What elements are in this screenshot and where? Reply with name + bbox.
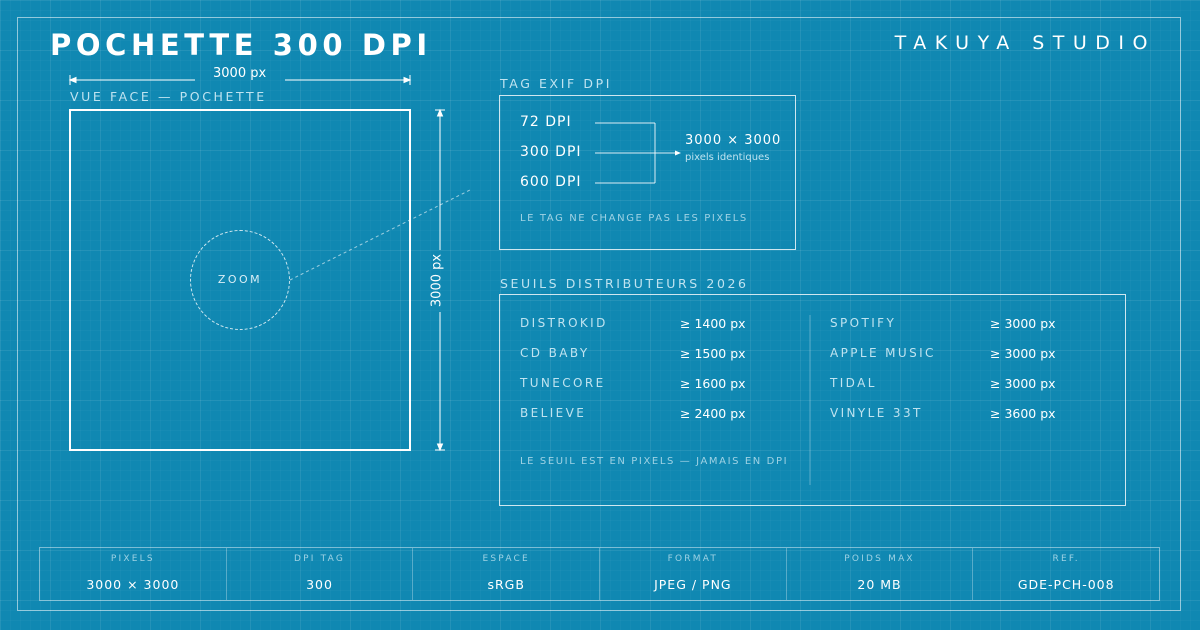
cover-width-label: 3000 px bbox=[213, 66, 267, 81]
spec-bar: PIXELS 3000 × 3000 DPI TAG 300 ESPACE sR… bbox=[39, 547, 1160, 601]
exif-bracket bbox=[595, 122, 675, 184]
distributor-name: BELIEVE bbox=[520, 406, 587, 420]
distributor-threshold: ≥ 1400 px bbox=[680, 316, 746, 331]
dpi-option-300: 300 DPI bbox=[520, 144, 582, 160]
width-dimension-line bbox=[68, 75, 412, 85]
spec-cell-ref: REF. GDE-PCH-008 bbox=[973, 548, 1159, 600]
distributor-name: SPOTIFY bbox=[830, 316, 897, 330]
zoom-label: ZOOM bbox=[217, 273, 263, 286]
cover-square bbox=[69, 109, 411, 451]
distributor-threshold: ≥ 3600 px bbox=[990, 406, 1056, 421]
spec-label: DPI TAG bbox=[293, 554, 346, 564]
distributor-threshold: ≥ 2400 px bbox=[680, 406, 746, 421]
spec-cell-dpi-tag: DPI TAG 300 bbox=[227, 548, 414, 600]
distributor-name: TIDAL bbox=[830, 376, 877, 390]
spec-cell-space: ESPACE sRGB bbox=[413, 548, 601, 600]
spec-label: PIXELS bbox=[110, 554, 155, 564]
spec-value: GDE-PCH-008 bbox=[1017, 577, 1115, 592]
distributor-name: TUNECORE bbox=[520, 376, 606, 390]
spec-cell-pixels: PIXELS 3000 × 3000 bbox=[40, 548, 227, 600]
dpi-option-72: 72 DPI bbox=[520, 114, 572, 130]
outer-frame bbox=[17, 17, 1181, 611]
exif-heading: TAG EXIF DPI bbox=[500, 76, 613, 91]
spec-cell-max-weight: POIDS MAX 20 MB bbox=[787, 548, 974, 600]
spec-label: FORMAT bbox=[667, 554, 719, 564]
exif-result-main: 3000 × 3000 bbox=[685, 133, 782, 148]
height-dimension-line bbox=[435, 108, 445, 452]
spec-label: POIDS MAX bbox=[844, 554, 915, 564]
spec-value: 3000 × 3000 bbox=[86, 577, 180, 592]
distributor-threshold: ≥ 3000 px bbox=[990, 346, 1056, 361]
distributor-name: APPLE MUSIC bbox=[830, 346, 936, 360]
distributor-name: DISTROKID bbox=[520, 316, 608, 330]
distributor-threshold: ≥ 1500 px bbox=[680, 346, 746, 361]
exif-arrow-head bbox=[675, 150, 681, 156]
distributor-threshold: ≥ 3000 px bbox=[990, 376, 1056, 391]
distributor-threshold: ≥ 3000 px bbox=[990, 316, 1056, 331]
spec-value: 20 MB bbox=[857, 577, 902, 592]
studio-name: TAKUYA STUDIO bbox=[894, 32, 1156, 54]
spec-value: 300 bbox=[306, 577, 333, 592]
spec-cell-format: FORMAT JPEG / PNG bbox=[600, 548, 787, 600]
thresholds-heading: SEUILS DISTRIBUTEURS 2026 bbox=[500, 276, 749, 291]
spec-value: JPEG / PNG bbox=[654, 577, 732, 592]
distributor-name: CD BABY bbox=[520, 346, 590, 360]
spec-label: REF. bbox=[1052, 554, 1080, 564]
cover-height-label: 3000 px bbox=[429, 253, 445, 308]
thresholds-note: LE SEUIL EST EN PIXELS — JAMAIS EN DPI bbox=[520, 456, 789, 467]
thresholds-box bbox=[499, 294, 1126, 506]
distributor-threshold: ≥ 1600 px bbox=[680, 376, 746, 391]
exif-note: LE TAG NE CHANGE PAS LES PIXELS bbox=[520, 213, 748, 224]
dpi-option-600: 600 DPI bbox=[520, 174, 582, 190]
exif-result-sub: pixels identiques bbox=[685, 152, 770, 163]
distributor-name: VINYLE 33T bbox=[830, 406, 923, 420]
page-title: POCHETTE 300 DPI bbox=[50, 28, 432, 62]
exif-box bbox=[499, 95, 796, 250]
cover-view-label: VUE FACE — POCHETTE bbox=[70, 89, 267, 104]
spec-label: ESPACE bbox=[482, 554, 530, 564]
zoom-circle bbox=[190, 230, 290, 330]
spec-value: sRGB bbox=[487, 577, 525, 592]
